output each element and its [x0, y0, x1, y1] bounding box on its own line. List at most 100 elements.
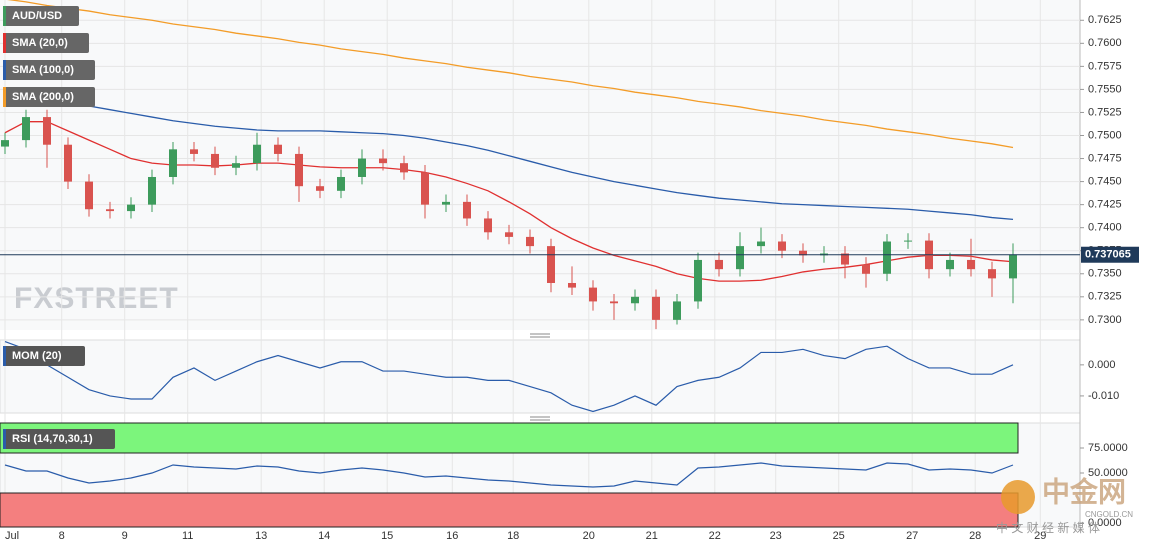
y-tick-label: 0.7550	[1088, 83, 1122, 95]
candle-body	[442, 201, 450, 205]
candle-body	[526, 236, 534, 247]
watermark: FXSTREET	[14, 282, 179, 315]
candle-body	[64, 144, 72, 182]
legend-label: AUD/USD	[12, 10, 62, 22]
candle-body	[841, 253, 849, 265]
candle-body	[22, 117, 30, 141]
candle-body	[148, 176, 156, 205]
y-tick-label: 0.7325	[1088, 291, 1122, 303]
legend-swatch	[3, 429, 6, 449]
x-tick-label: 9	[122, 530, 128, 542]
y-tick-label: 0.000	[1088, 359, 1116, 371]
x-tick-label: 23	[770, 530, 782, 542]
y-tick-label: -0.010	[1088, 390, 1119, 402]
y-tick-label: 0.7600	[1088, 37, 1122, 49]
indicator-line	[4, 462, 1014, 488]
candle-body	[1, 140, 9, 147]
x-tick-label: 25	[833, 530, 845, 542]
x-tick-label: 11	[182, 530, 193, 542]
y-tick-label: 0.0000	[1088, 517, 1122, 529]
logo-site: CNGOLD.CN	[1085, 510, 1133, 519]
last-price-box	[1081, 246, 1139, 263]
legend-swatch	[3, 87, 6, 107]
logo-icon	[1001, 480, 1035, 514]
y-tick-label: 0.7350	[1088, 268, 1122, 280]
candle-body	[253, 144, 261, 164]
oversold-band	[0, 492, 1019, 528]
x-tick-label: 13	[255, 530, 267, 542]
candle-body	[190, 149, 198, 154]
indicator-line	[4, 340, 1014, 413]
candle-body	[904, 240, 912, 242]
legend-swatch	[3, 60, 6, 80]
legend-box	[3, 87, 95, 107]
y-tick-label: 0.7475	[1088, 152, 1122, 164]
x-tick-label: 18	[507, 530, 519, 542]
candle-body	[694, 259, 702, 302]
y-tick-label: 0.7500	[1088, 129, 1122, 141]
y-tick-label: 0.7425	[1088, 199, 1122, 211]
candle-body	[43, 117, 51, 145]
y-tick-label: 75.0000	[1088, 442, 1128, 454]
candle-body	[379, 158, 387, 164]
candle-body	[736, 246, 744, 270]
candle-body	[673, 301, 681, 320]
y-tick-label: 0.7300	[1088, 314, 1122, 326]
candle-body	[883, 241, 891, 274]
candle-body	[484, 218, 492, 233]
candle-body	[547, 246, 555, 283]
candle-body	[211, 153, 219, 168]
x-tick-label: 16	[446, 530, 458, 542]
logo-name: 中金网	[1042, 475, 1126, 507]
last-price-label: 0.737065	[1085, 249, 1131, 261]
y-tick-label: 0.7525	[1088, 106, 1122, 118]
x-tick-label: 22	[709, 530, 721, 542]
sma-line	[7, 0, 1014, 149]
legend-box	[3, 60, 95, 80]
legend-label: SMA (100,0)	[12, 64, 74, 76]
candle-body	[505, 232, 513, 237]
sma-line	[4, 90, 1014, 221]
legend-box	[3, 346, 85, 366]
logo-slogan: 中 文 财 经 新 媒 体	[996, 520, 1100, 535]
candle-body	[757, 241, 765, 247]
x-tick-label: 15	[381, 530, 393, 542]
candle-body	[778, 241, 786, 251]
x-tick-label: 21	[646, 530, 658, 542]
y-tick-label: 0.7400	[1088, 222, 1122, 234]
y-tick-label: 50.0000	[1088, 467, 1128, 479]
legend-swatch	[3, 33, 6, 53]
legend-label: SMA (200,0)	[12, 91, 74, 103]
candle-body	[715, 259, 723, 270]
legend-label: SMA (20,0)	[12, 37, 68, 49]
y-tick-label: 0.7625	[1088, 14, 1122, 26]
legend-swatch	[3, 346, 6, 366]
x-tick-label: Jul	[5, 530, 19, 542]
x-tick-label: 8	[59, 530, 65, 542]
candle-body	[631, 296, 639, 304]
candle-body	[652, 296, 660, 320]
y-tick-label: 0.7450	[1088, 175, 1122, 187]
x-tick-label: 29	[1034, 530, 1046, 542]
candle-body	[463, 201, 471, 219]
x-tick-label: 14	[318, 530, 330, 542]
candle-body	[988, 269, 996, 279]
candle-body	[568, 282, 576, 288]
price-panel	[0, 0, 1080, 330]
candle-body	[316, 186, 324, 191]
candle-body	[946, 259, 954, 270]
overbought-band	[0, 422, 1019, 454]
x-tick-label: 28	[969, 530, 981, 542]
candle-body	[610, 301, 618, 304]
legend-box	[3, 33, 89, 53]
candle-body	[274, 144, 282, 154]
mom-panel	[0, 339, 1081, 414]
candle-body	[295, 153, 303, 187]
x-tick-label: 27	[906, 530, 918, 542]
candle-body	[232, 163, 240, 168]
candle-body	[589, 287, 597, 302]
candle-body	[85, 181, 93, 210]
legend-box	[3, 429, 115, 449]
legend-swatch	[3, 6, 6, 26]
